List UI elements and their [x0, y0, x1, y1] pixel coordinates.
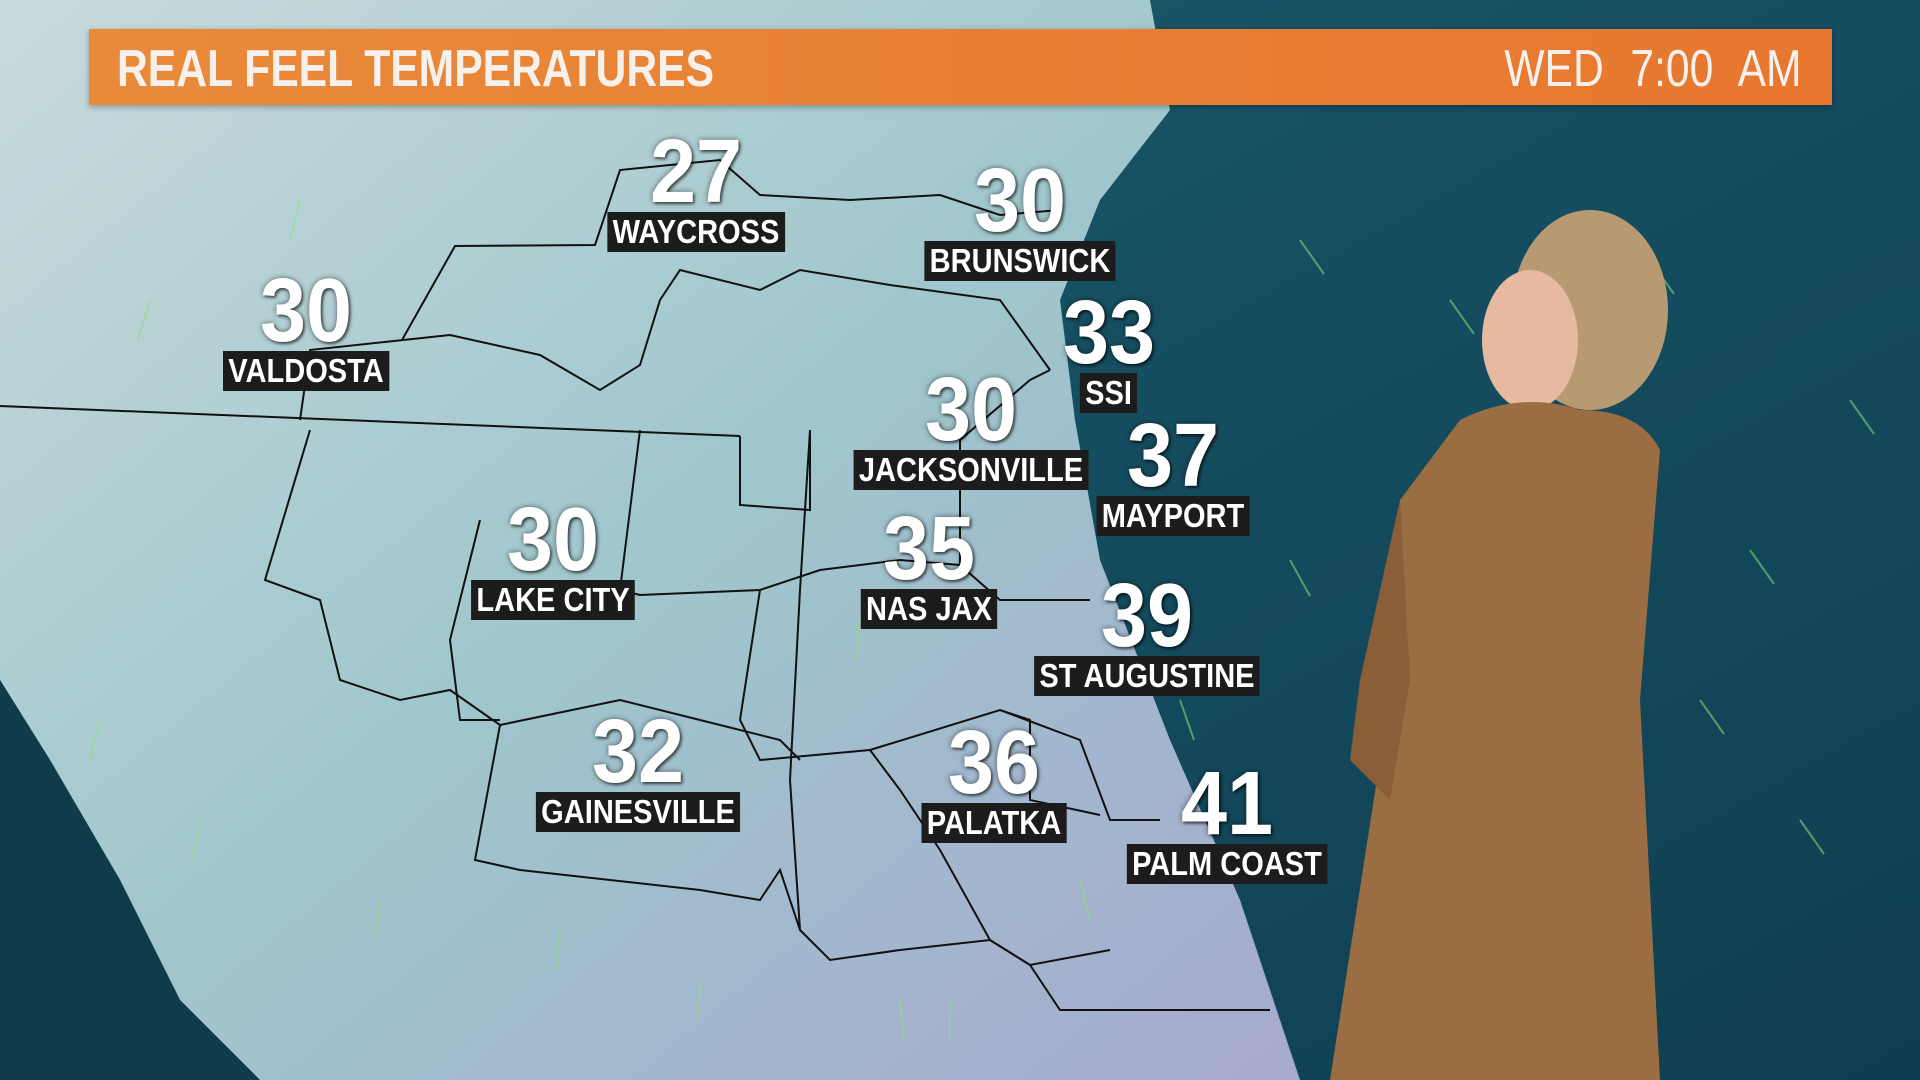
- city-label: JACKSONVILLE: [853, 450, 1089, 490]
- city-valdosta: 30 VALDOSTA: [212, 261, 401, 391]
- city-label: PALATKA: [921, 803, 1067, 843]
- city-mayport: 37 MAYPORT: [1086, 406, 1260, 536]
- city-label: LAKE CITY: [471, 580, 635, 620]
- city-palatka: 36 PALATKA: [912, 713, 1077, 843]
- banner-day: WED: [1504, 40, 1605, 98]
- city-jacksonville: 30 JACKSONVILLE: [838, 360, 1105, 490]
- city-label: BRUNSWICK: [924, 241, 1116, 281]
- city-brunswick: 30 BRUNSWICK: [911, 151, 1128, 281]
- city-label: GAINESVILLE: [535, 792, 741, 832]
- city-waycross: 27 WAYCROSS: [595, 122, 797, 252]
- city-temp: 39: [1100, 566, 1194, 666]
- city-temp: 27: [649, 122, 743, 222]
- city-temp: 30: [259, 261, 353, 361]
- banner-datetime: WED 7:00 AM: [1505, 39, 1802, 99]
- city-lake-city: 30 LAKE CITY: [460, 490, 646, 620]
- city-gainesville: 32 GAINESVILLE: [522, 702, 754, 832]
- city-ssi: 33 SSI: [1059, 283, 1159, 413]
- city-temp: 35: [882, 499, 976, 599]
- gulf-coast: [0, 680, 260, 1080]
- city-st-augustine: 39 ST AUGUSTINE: [1019, 566, 1275, 696]
- city-label: SSI: [1080, 373, 1138, 413]
- city-temp: 30: [506, 490, 600, 590]
- city-label: WAYCROSS: [607, 212, 785, 252]
- city-palm-coast: 41 PALM COAST: [1113, 754, 1341, 884]
- city-label: MAYPORT: [1096, 496, 1250, 536]
- city-temp: 36: [947, 713, 1041, 813]
- city-temp: 32: [591, 702, 685, 802]
- city-label: PALM COAST: [1126, 844, 1328, 884]
- city-temp: 33: [1062, 283, 1156, 383]
- city-label: VALDOSTA: [223, 351, 389, 391]
- city-temp: 41: [1180, 754, 1274, 854]
- city-label: NAS JAX: [860, 589, 998, 629]
- presenter: [1330, 210, 1668, 1080]
- banner-time: 7:00 AM: [1630, 40, 1802, 98]
- title-banner: REAL FEEL TEMPERATURES WED 7:00 AM: [89, 29, 1832, 105]
- city-label: ST AUGUSTINE: [1034, 656, 1260, 696]
- city-temp: 30: [924, 360, 1018, 460]
- banner-title: REAL FEEL TEMPERATURES: [117, 40, 715, 98]
- city-temp: 37: [1126, 406, 1220, 506]
- city-temp: 30: [973, 151, 1067, 251]
- city-nas-jax: 35 NAS JAX: [851, 499, 1006, 629]
